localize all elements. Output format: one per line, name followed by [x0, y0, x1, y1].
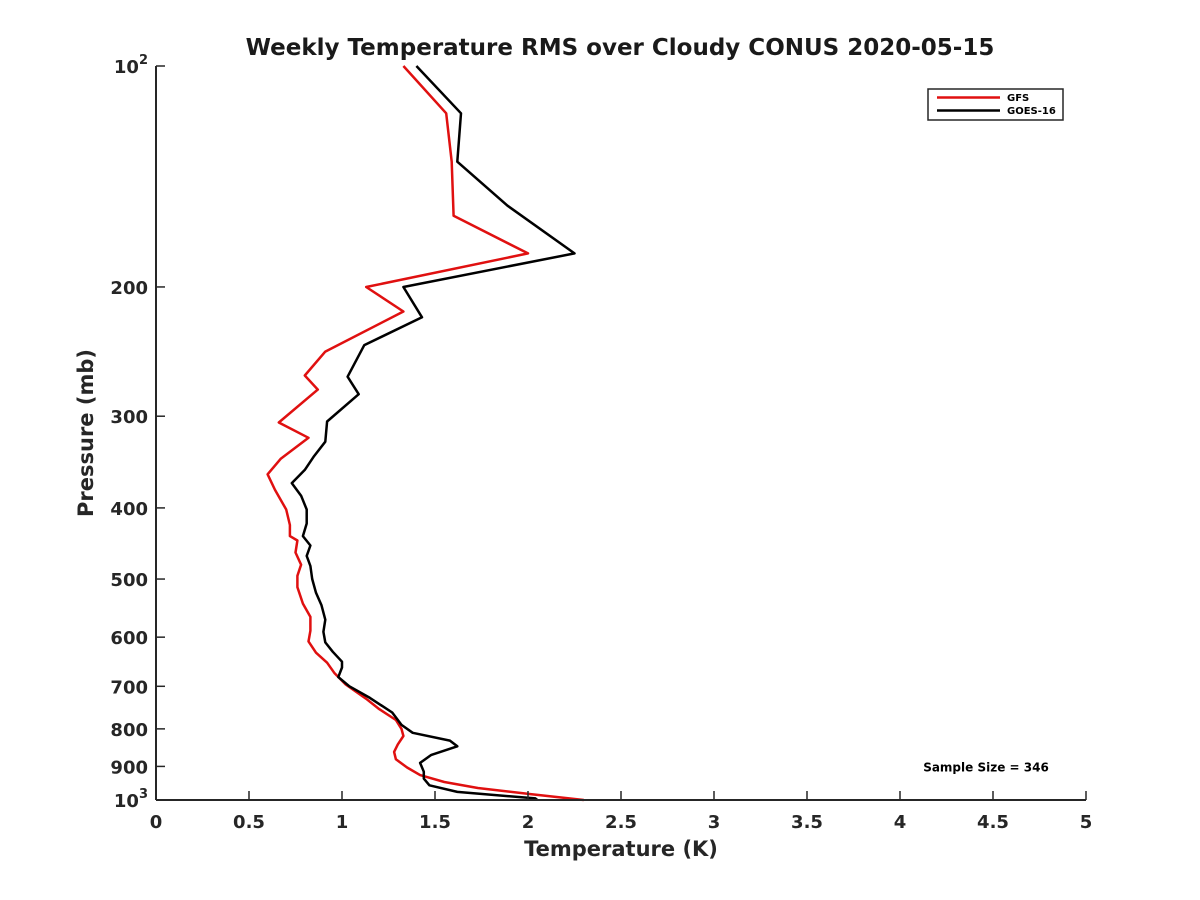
y-tick-label: 700: [110, 677, 148, 698]
x-tick-label: 4: [894, 812, 907, 833]
x-axis-ticks: 0 0.5 1 1.5 2 2.5 3 3.5 4 4.5 5: [150, 791, 1093, 833]
y-axis-ticks: 102 200 300 400 500 600 700 800 900 103: [110, 53, 165, 812]
series-line-goes16: [290, 65, 576, 801]
y-tick-label: 400: [110, 499, 148, 520]
legend-box: [927, 88, 1064, 121]
series-layer: [266, 65, 584, 802]
series-line-gfs: [266, 65, 584, 802]
plot-area: 0 0.5 1 1.5 2 2.5 3 3.5 4 4.5 5 102 200 300 400 500 600…: [110, 53, 1092, 833]
x-tick-label: 1: [336, 812, 349, 833]
y-tick-label: 200: [110, 278, 148, 299]
x-tick-label: 0.5: [233, 812, 265, 833]
y-tick-label: 500: [110, 570, 148, 591]
legend: GFS GOES-16: [927, 88, 1064, 121]
chart-title: Weekly Temperature RMS over Cloudy CONUS…: [246, 35, 995, 61]
y-tick-label: 900: [110, 757, 148, 778]
y-tick-label: 600: [110, 628, 148, 649]
x-tick-label: 1.5: [419, 812, 451, 833]
x-tick-label: 0: [150, 812, 163, 833]
y-tick-label: 102: [114, 53, 148, 78]
x-tick-label: 5: [1080, 812, 1093, 833]
y-tick-label: 800: [110, 720, 148, 741]
y-axis-label: Pressure (mb): [74, 349, 98, 517]
x-tick-label: 4.5: [977, 812, 1009, 833]
sample-size-annotation: Sample Size = 346: [923, 760, 1049, 774]
legend-label-goes16: GOES-16: [1007, 106, 1056, 117]
legend-label-gfs: GFS: [1007, 93, 1029, 104]
y-tick-label: 103: [114, 787, 148, 812]
y-tick-label: 300: [110, 407, 148, 428]
x-tick-label: 2: [522, 812, 535, 833]
x-tick-label: 3.5: [791, 812, 823, 833]
x-axis-label: Temperature (K): [524, 837, 718, 861]
x-tick-label: 3: [708, 812, 721, 833]
x-tick-label: 2.5: [605, 812, 637, 833]
